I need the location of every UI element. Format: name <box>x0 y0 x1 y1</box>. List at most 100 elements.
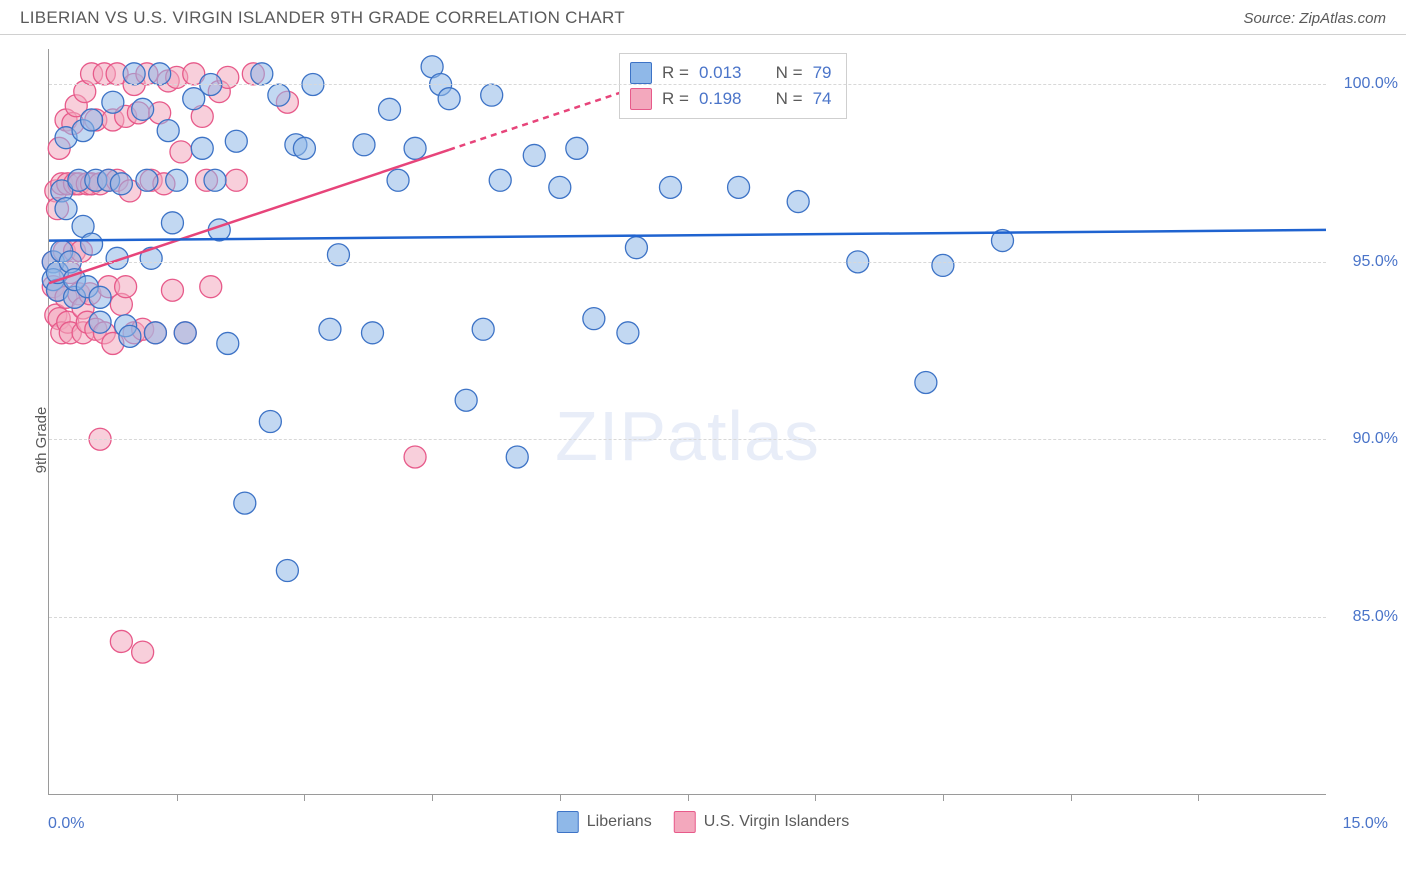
data-point <box>225 130 247 152</box>
data-point <box>200 276 222 298</box>
x-tick <box>177 794 178 801</box>
data-point <box>102 91 124 113</box>
data-point <box>136 169 158 191</box>
trend-line <box>49 230 1326 241</box>
data-point <box>362 322 384 344</box>
n-value: 79 <box>813 63 832 83</box>
data-point <box>110 630 132 652</box>
gridline-h <box>49 84 1326 85</box>
x-axis-min-label: 0.0% <box>48 815 84 833</box>
x-tick <box>815 794 816 801</box>
plot-area: ZIPatlas R = 0.013 N = 79R = 0.198 N = 7… <box>48 49 1326 795</box>
r-value: 0.013 <box>699 63 742 83</box>
data-point <box>161 212 183 234</box>
data-point <box>166 169 188 191</box>
r-prefix: R = <box>662 89 689 109</box>
data-point <box>234 492 256 514</box>
x-axis-max-label: 15.0% <box>1343 815 1388 833</box>
x-tick <box>943 794 944 801</box>
data-point <box>932 254 954 276</box>
data-point <box>915 371 937 393</box>
data-point <box>489 169 511 191</box>
chart-source: Source: ZipAtlas.com <box>1243 10 1386 27</box>
data-point <box>259 411 281 433</box>
data-point <box>404 137 426 159</box>
data-point <box>293 137 315 159</box>
chart-svg <box>49 49 1326 794</box>
data-point <box>728 176 750 198</box>
series-legend: Liberians U.S. Virgin Islanders <box>557 811 849 833</box>
correlation-legend: R = 0.013 N = 79R = 0.198 N = 74 <box>619 53 847 119</box>
n-prefix: N = <box>776 63 803 83</box>
data-point <box>404 446 426 468</box>
data-point <box>81 109 103 131</box>
correlation-swatch <box>630 62 652 84</box>
data-point <box>123 63 145 85</box>
n-prefix: N = <box>776 89 803 109</box>
data-point <box>481 84 503 106</box>
data-point <box>89 311 111 333</box>
gridline-h <box>49 262 1326 263</box>
x-tick <box>560 794 561 801</box>
data-point <box>157 120 179 142</box>
data-point <box>617 322 639 344</box>
correlation-legend-row: R = 0.013 N = 79 <box>630 60 832 86</box>
x-tick <box>688 794 689 801</box>
data-point <box>583 308 605 330</box>
data-point <box>438 88 460 110</box>
gridline-h <box>49 439 1326 440</box>
data-point <box>119 325 141 347</box>
data-point <box>268 84 290 106</box>
data-point <box>353 134 375 156</box>
data-point <box>659 176 681 198</box>
data-point <box>472 318 494 340</box>
legend-item-usvi: U.S. Virgin Islanders <box>674 811 850 833</box>
data-point <box>170 141 192 163</box>
data-point <box>191 137 213 159</box>
data-point <box>204 169 226 191</box>
x-tick <box>1198 794 1199 801</box>
y-tick-label: 90.0% <box>1353 430 1398 448</box>
data-point <box>566 137 588 159</box>
gridline-h <box>49 617 1326 618</box>
correlation-legend-row: R = 0.198 N = 74 <box>630 86 832 112</box>
correlation-swatch <box>630 88 652 110</box>
r-value: 0.198 <box>699 89 742 109</box>
legend-swatch-liberians <box>557 811 579 833</box>
x-tick <box>304 794 305 801</box>
data-point <box>89 286 111 308</box>
data-point <box>174 322 196 344</box>
data-point <box>217 332 239 354</box>
legend-label-usvi: U.S. Virgin Islanders <box>704 813 850 831</box>
y-tick-label: 95.0% <box>1353 253 1398 271</box>
data-point <box>144 322 166 344</box>
data-point <box>276 560 298 582</box>
data-point <box>132 98 154 120</box>
chart-header: LIBERIAN VS U.S. VIRGIN ISLANDER 9TH GRA… <box>0 0 1406 35</box>
data-point <box>379 98 401 120</box>
data-point <box>115 276 137 298</box>
data-point <box>387 169 409 191</box>
data-point <box>251 63 273 85</box>
data-point <box>110 173 132 195</box>
y-tick-label: 85.0% <box>1353 608 1398 626</box>
data-point <box>506 446 528 468</box>
data-point <box>132 641 154 663</box>
chart-area: 9th Grade ZIPatlas R = 0.013 N = 79R = 0… <box>0 35 1406 845</box>
data-point <box>225 169 247 191</box>
data-point <box>625 237 647 259</box>
chart-title: LIBERIAN VS U.S. VIRGIN ISLANDER 9TH GRA… <box>20 8 625 28</box>
legend-swatch-usvi <box>674 811 696 833</box>
data-point <box>319 318 341 340</box>
y-tick-label: 100.0% <box>1344 75 1398 93</box>
data-point <box>549 176 571 198</box>
data-point <box>81 233 103 255</box>
data-point <box>787 191 809 213</box>
data-point <box>455 389 477 411</box>
data-point <box>523 144 545 166</box>
r-prefix: R = <box>662 63 689 83</box>
legend-label-liberians: Liberians <box>587 813 652 831</box>
n-value: 74 <box>813 89 832 109</box>
data-point <box>161 279 183 301</box>
x-tick <box>432 794 433 801</box>
